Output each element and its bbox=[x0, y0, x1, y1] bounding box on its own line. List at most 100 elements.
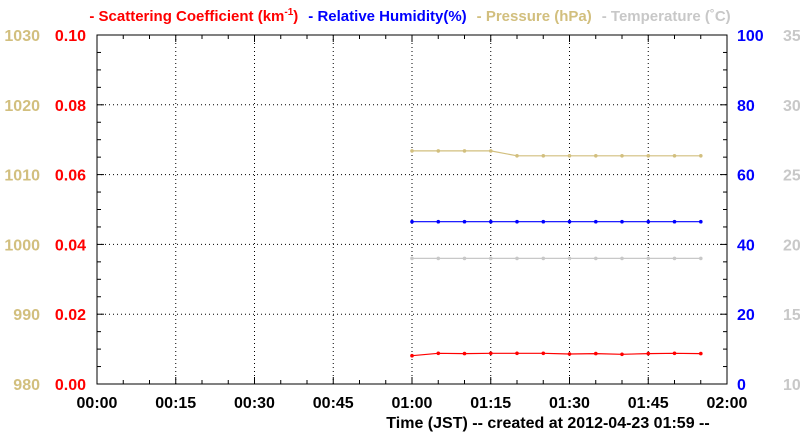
temp-axis-tick-label: 35 bbox=[783, 28, 800, 45]
pres-axis-tick-label: 1030 bbox=[4, 28, 40, 45]
data-point-temp bbox=[672, 256, 677, 261]
temp-axis-tick-label: 20 bbox=[783, 237, 800, 254]
data-point-temp bbox=[699, 256, 703, 261]
rh-axis-tick-label: 40 bbox=[737, 237, 755, 254]
data-point-temp bbox=[567, 256, 572, 261]
data-point-scat bbox=[489, 351, 493, 356]
rh-axis-tick-label: 0 bbox=[737, 377, 746, 394]
data-point-rh bbox=[699, 219, 703, 224]
data-point-pres bbox=[699, 154, 703, 158]
data-point-pres bbox=[489, 149, 493, 153]
x-tick-label: 01:45 bbox=[628, 395, 669, 412]
data-point-temp bbox=[620, 256, 624, 261]
data-point-temp bbox=[489, 256, 493, 261]
data-point-scat bbox=[515, 351, 519, 356]
data-point-scat bbox=[594, 351, 598, 356]
data-point-rh bbox=[410, 219, 414, 224]
series-layer bbox=[410, 149, 703, 358]
data-point-temp bbox=[646, 256, 651, 261]
x-tick-label: 02:00 bbox=[707, 395, 748, 412]
x-tick-label: 01:15 bbox=[470, 395, 511, 412]
legend-label-end-scat: ) bbox=[293, 8, 298, 25]
data-point-rh bbox=[567, 219, 572, 224]
data-point-pres bbox=[436, 149, 441, 153]
pres-axis-tick-label: 1020 bbox=[4, 98, 40, 115]
data-point-temp bbox=[594, 256, 598, 261]
data-point-pres bbox=[620, 154, 624, 158]
legend-label-rh: Relative Humidity(%) bbox=[317, 8, 466, 25]
temp-axis-tick-label: 15 bbox=[783, 307, 800, 324]
data-point-pres bbox=[646, 154, 651, 158]
data-point-rh bbox=[462, 219, 467, 224]
pres-axis-tick-label: 1000 bbox=[4, 237, 40, 254]
x-tick-label: 00:45 bbox=[313, 395, 354, 412]
temp-axis-tick-label: 30 bbox=[783, 98, 800, 115]
legend-marker-temp: - bbox=[602, 8, 611, 25]
pres-axis-tick-label: 990 bbox=[13, 307, 40, 324]
data-point-scat bbox=[410, 353, 414, 358]
data-point-pres bbox=[410, 149, 414, 153]
data-point-scat bbox=[620, 352, 624, 357]
data-point-scat bbox=[567, 352, 572, 356]
legend-label-pres: Pressure (hPa) bbox=[486, 8, 592, 25]
data-point-pres bbox=[462, 149, 467, 153]
temp-axis-tick-label: 10 bbox=[783, 377, 800, 394]
data-point-temp bbox=[410, 256, 414, 261]
chart-legend: - Scattering Coefficient (km-1) - Relativ… bbox=[89, 7, 730, 25]
rh-axis-tick-label: 80 bbox=[737, 98, 755, 115]
series-line-scat bbox=[411, 352, 701, 357]
scat-axis-tick-label: 0.06 bbox=[55, 168, 86, 185]
data-point-rh bbox=[672, 219, 677, 224]
legend-marker-scat: - bbox=[89, 8, 98, 25]
rh-axis-tick-label: 20 bbox=[737, 307, 755, 324]
scat-axis-tick-label: 0.00 bbox=[55, 377, 86, 394]
data-point-rh bbox=[594, 219, 598, 224]
data-point-temp bbox=[462, 256, 467, 261]
data-point-pres bbox=[515, 154, 519, 158]
series-line-pres bbox=[412, 150, 701, 157]
data-point-temp bbox=[541, 256, 546, 261]
scat-axis-tick-label: 0.04 bbox=[55, 237, 86, 254]
data-point-pres bbox=[672, 154, 677, 158]
legend-label-temp: Temperature (˚C) bbox=[611, 8, 731, 25]
x-tick-label: 01:30 bbox=[549, 395, 590, 412]
scat-axis-tick-label: 0.08 bbox=[55, 98, 86, 115]
scat-axis-tick-label: 0.02 bbox=[55, 307, 86, 324]
x-axis-label: Time (JST) -- created at 2012-04-23 01:5… bbox=[386, 415, 709, 432]
legend-sup-scat: -1 bbox=[284, 7, 293, 18]
data-point-rh bbox=[646, 219, 651, 224]
data-point-scat bbox=[646, 351, 651, 356]
data-point-pres bbox=[594, 154, 598, 158]
data-point-scat bbox=[541, 351, 546, 356]
x-tick-label: 00:15 bbox=[155, 395, 196, 412]
data-point-scat bbox=[672, 351, 677, 356]
data-point-temp bbox=[515, 256, 519, 261]
legend-label-scat: Scattering Coefficient (km bbox=[99, 8, 285, 25]
temp-axis-tick-label: 25 bbox=[783, 168, 800, 185]
legend-marker-rh: - bbox=[308, 8, 317, 25]
tick-labels: 00:00 00:15 00:30 00:45 01:00 01:15 01:30 01:45… bbox=[4, 28, 800, 412]
pres-axis-tick-label: 980 bbox=[13, 377, 40, 394]
pres-axis-tick-label: 1010 bbox=[4, 168, 40, 185]
grid bbox=[97, 35, 727, 384]
data-point-pres bbox=[541, 154, 546, 158]
data-point-rh bbox=[515, 219, 519, 224]
legend-marker-pres: - bbox=[477, 8, 486, 25]
data-point-temp bbox=[436, 256, 441, 261]
data-point-scat bbox=[462, 351, 467, 356]
axis-ticks bbox=[96, 34, 728, 385]
x-tick-label: 01:00 bbox=[392, 395, 433, 412]
x-tick-label: 00:00 bbox=[77, 395, 118, 412]
data-point-rh bbox=[436, 219, 441, 224]
data-point-rh bbox=[489, 219, 493, 224]
data-point-pres bbox=[567, 154, 572, 158]
x-tick-label: 00:30 bbox=[234, 395, 275, 412]
data-point-rh bbox=[541, 219, 546, 224]
data-point-scat bbox=[699, 351, 703, 356]
data-point-scat bbox=[436, 351, 441, 356]
data-point-rh bbox=[620, 219, 624, 224]
rh-axis-tick-label: 60 bbox=[737, 168, 755, 185]
rh-axis-tick-label: 100 bbox=[737, 28, 764, 45]
scat-axis-tick-label: 0.10 bbox=[55, 28, 86, 45]
